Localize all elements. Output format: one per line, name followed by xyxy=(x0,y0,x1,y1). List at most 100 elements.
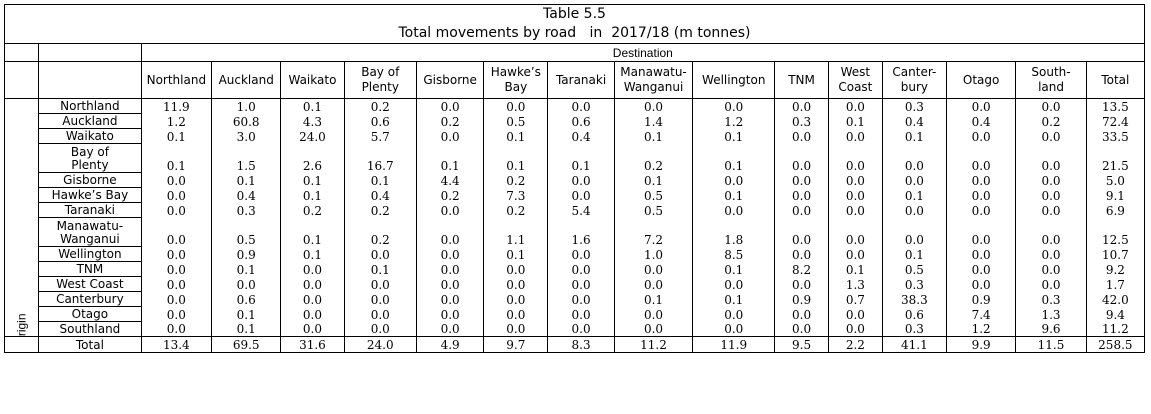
value-cell: 0.6 xyxy=(343,113,417,129)
column-header-text: Wanganui xyxy=(623,80,684,94)
table-number: Table 5.5 xyxy=(543,6,606,22)
value-cell: 0.0 xyxy=(692,98,776,114)
value-cell: 60.8 xyxy=(211,113,282,129)
value-cell: 7.3 xyxy=(483,187,549,203)
row-total-cell: 42.0 xyxy=(1085,291,1146,307)
value-cell: 0.0 xyxy=(945,98,1017,114)
column-header: Gisborne xyxy=(415,61,485,99)
value-cell: 0.0 xyxy=(1015,276,1087,292)
table-row: Hawke’s Bay 0.0 0.4 0.1 0.4 0.2 7.3 0.0 0.5 0.1 0.… xyxy=(5,187,1146,203)
value-cell: 0.0 xyxy=(774,321,829,337)
value-cell: 8.3 xyxy=(547,336,615,353)
value-cell: 0.0 xyxy=(613,98,694,114)
value-cell: 0.0 xyxy=(343,291,417,307)
row-label-text: West Coast xyxy=(56,277,124,291)
value-cell: 0.0 xyxy=(547,98,615,114)
value-cell: 1.6 xyxy=(547,217,615,247)
row-label: Canterbury xyxy=(38,291,142,307)
value-cell: 0.6 xyxy=(881,306,947,322)
row-label: Gisborne xyxy=(38,172,142,188)
column-header: West Coast xyxy=(827,61,883,99)
value-cell: 13.4 xyxy=(140,336,213,353)
value-cell: 0.9 xyxy=(774,291,829,307)
row-total-cell: 33.5 xyxy=(1085,128,1146,144)
value-cell: 0.0 xyxy=(692,202,776,218)
value-cell: 0.0 xyxy=(692,276,776,292)
value-cell: 0.0 xyxy=(945,128,1017,144)
value-cell: 0.1 xyxy=(827,113,883,129)
value-cell: 0.2 xyxy=(1015,113,1087,129)
value-cell: 0.1 xyxy=(692,291,776,307)
value-cell: 0.2 xyxy=(613,143,694,173)
row-label-text: Southland xyxy=(59,322,121,336)
value-cell: 1.2 xyxy=(945,321,1017,337)
row-total-cell: 1.7 xyxy=(1085,276,1146,292)
table-row: Gisborne 0.0 0.1 0.1 0.1 4.4 0.2 0.0 0.1 0.0 0.0 0.… xyxy=(5,172,1146,188)
column-header: Auckland xyxy=(211,61,282,99)
value-cell: 0.1 xyxy=(483,143,549,173)
value-cell: 0.1 xyxy=(613,172,694,188)
value-cell: 0.0 xyxy=(613,321,694,337)
column-header: Canter-bury xyxy=(881,61,947,99)
value-cell: 0.0 xyxy=(692,306,776,322)
row-label-text: Taranaki xyxy=(64,203,116,217)
total-row: Total 13.4 69.5 31.6 24.0 4.9 9.7 8.3 11.2 11.9 9.… xyxy=(3,336,1146,353)
value-cell: 0.1 xyxy=(881,187,947,203)
value-cell: 0.2 xyxy=(280,202,345,218)
value-cell: 24.0 xyxy=(280,128,345,144)
column-header-text: West xyxy=(840,65,871,79)
row-total-cell: 258.5 xyxy=(1085,336,1146,353)
value-cell: 8.2 xyxy=(774,261,829,277)
value-cell: 0.0 xyxy=(140,172,213,188)
value-cell: 0.0 xyxy=(415,261,485,277)
value-cell: 0.0 xyxy=(945,246,1017,262)
value-cell: 41.1 xyxy=(881,336,947,353)
value-cell: 0.5 xyxy=(211,217,282,247)
value-cell: 0.1 xyxy=(613,291,694,307)
value-cell: 0.1 xyxy=(211,172,282,188)
value-cell: 0.1 xyxy=(280,98,345,114)
value-cell: 0.3 xyxy=(774,113,829,129)
value-cell: 0.0 xyxy=(774,128,829,144)
value-cell: 9.6 xyxy=(1015,321,1087,337)
row-label: Hawke’s Bay xyxy=(38,187,142,203)
column-header-text: bury xyxy=(900,80,929,94)
row-total-cell: 5.0 xyxy=(1085,172,1146,188)
movements-table: Table 5.5 Total movements by road in 201… xyxy=(3,4,1146,353)
column-header-text: Bay of xyxy=(361,65,400,79)
value-cell: 0.0 xyxy=(415,98,485,114)
column-header: Hawke’s Bay xyxy=(483,61,549,99)
value-cell: 0.1 xyxy=(280,172,345,188)
row-label-text: Manawatu- xyxy=(56,219,124,233)
value-cell: 0.0 xyxy=(827,143,883,173)
value-cell: 0.0 xyxy=(945,172,1017,188)
row-label: Manawatu- Wanganui xyxy=(38,217,142,247)
value-cell: 2.2 xyxy=(827,336,883,353)
value-cell: 0.0 xyxy=(774,98,829,114)
value-cell: 0.0 xyxy=(483,306,549,322)
table-container: Table 5.5 Total movements by road in 201… xyxy=(3,4,1146,353)
row-label: West Coast xyxy=(38,276,142,292)
value-cell: 7.2 xyxy=(613,217,694,247)
value-cell: 0.0 xyxy=(827,246,883,262)
table-row: Waikato 0.1 3.0 24.0 5.7 0.0 0.1 0.4 0.1 0.1 0.0 0.… xyxy=(5,128,1146,144)
value-cell: 1.0 xyxy=(211,98,282,114)
row-label-text: Waikato xyxy=(65,129,114,143)
column-header-text: Coast xyxy=(838,80,873,94)
value-cell: 0.5 xyxy=(613,187,694,203)
value-cell: 0.0 xyxy=(827,187,883,203)
column-header-text: TNM xyxy=(788,72,815,87)
value-cell: 1.0 xyxy=(613,246,694,262)
value-cell: 0.4 xyxy=(945,113,1017,129)
value-cell: 0.3 xyxy=(881,321,947,337)
value-cell: 0.0 xyxy=(140,246,213,262)
row-label-text: Plenty xyxy=(71,158,109,172)
value-cell: 0.0 xyxy=(774,306,829,322)
row-label-text: Wellington xyxy=(58,247,122,261)
value-cell: 9.9 xyxy=(945,336,1017,353)
value-cell: 0.0 xyxy=(1015,217,1087,247)
value-cell: 0.0 xyxy=(415,321,485,337)
value-cell: 0.6 xyxy=(547,113,615,129)
value-cell: 0.5 xyxy=(613,202,694,218)
value-cell: 0.0 xyxy=(827,172,883,188)
